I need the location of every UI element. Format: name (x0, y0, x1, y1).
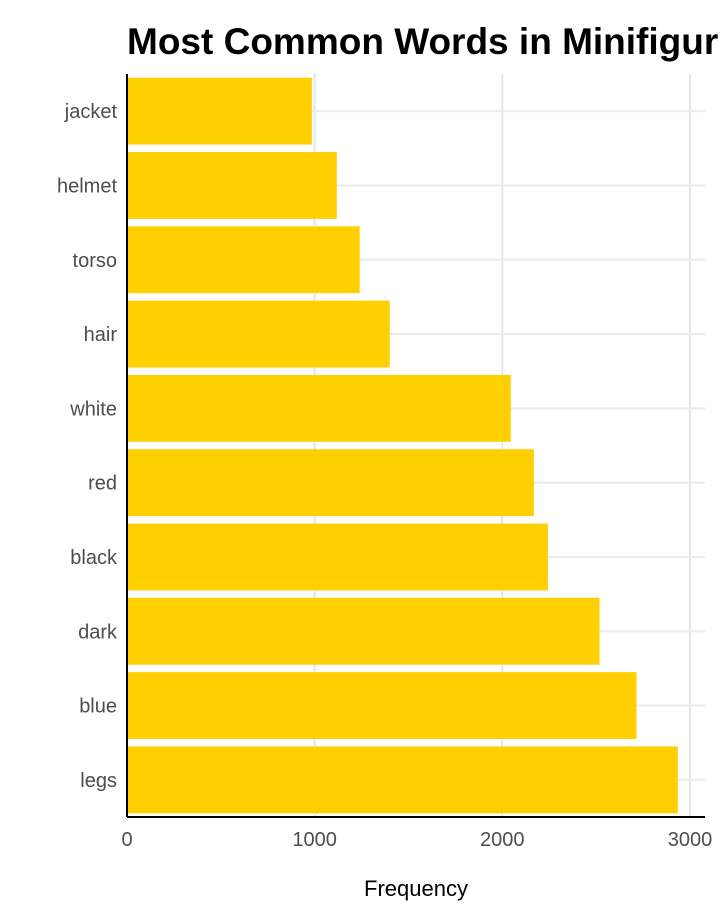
bar-white (127, 374, 511, 442)
y-tick-label: red (88, 473, 117, 495)
chart-title: Most Common Words in Minifigur (127, 21, 719, 62)
bars (127, 77, 678, 814)
y-tick-label: hair (84, 324, 118, 346)
y-tick-label: black (70, 547, 118, 569)
x-tick-label: 1000 (292, 829, 337, 851)
x-tick-label: 2000 (480, 829, 525, 851)
x-axis-title: Frequency (364, 876, 468, 901)
y-tick-label: legs (80, 770, 117, 792)
x-tick-label: 0 (121, 829, 132, 851)
y-tick-label: dark (78, 621, 118, 643)
bar-red (127, 449, 534, 517)
x-tick-label: 3000 (668, 829, 713, 851)
bar-jacket (127, 77, 312, 145)
y-tick-label: blue (79, 696, 117, 718)
y-tick-labels: jacket helmet torso hair white red black dark bl… (57, 101, 118, 792)
bar-black (127, 523, 548, 591)
y-tick-label: jacket (64, 101, 118, 123)
bar-hair (127, 300, 390, 368)
y-tick-label: torso (73, 250, 117, 272)
y-tick-label: helmet (57, 175, 117, 197)
bar-legs (127, 746, 678, 814)
bar-helmet (127, 152, 337, 219)
bar-torso (127, 226, 360, 294)
bar-dark (127, 597, 600, 665)
x-tick-labels: 0 1000 2000 3000 (121, 829, 712, 851)
y-tick-label: white (69, 398, 117, 420)
bar-blue (127, 672, 637, 739)
